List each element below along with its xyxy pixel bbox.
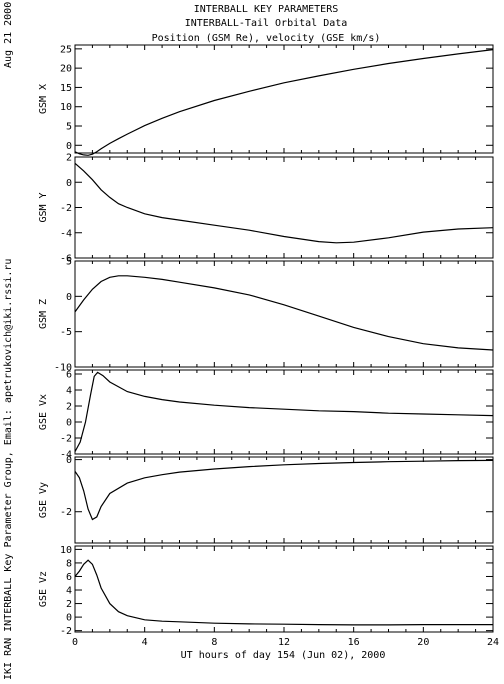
y-tick-label: 2 (66, 402, 72, 413)
y-tick-label: 10 (60, 545, 72, 556)
y-tick-label: 15 (60, 83, 72, 94)
x-tick-label: 20 (417, 637, 429, 648)
x-tick-label: 12 (278, 637, 290, 648)
y-tick-label: 0 (66, 292, 72, 303)
y-tick-label: 6 (66, 370, 72, 381)
panel-frame (74, 44, 494, 154)
side-credit: IKI RAN INTERBALL Key Parameter Group, E… (3, 259, 14, 680)
series-line-gse-vz (74, 559, 493, 626)
y-tick-label: -10 (54, 363, 72, 374)
title-line-1: INTERBALL KEY PARAMETERS (194, 4, 339, 15)
y-tick-label: -2 (60, 507, 72, 518)
panel-frame (74, 156, 494, 259)
y-axis-label: GSM X (38, 84, 49, 114)
y-axis-label: GSE Vx (38, 394, 49, 430)
y-tick-label: -2 (60, 434, 72, 445)
y-tick-label: 2 (66, 153, 72, 164)
series-line-gsm-y (74, 162, 494, 244)
panel-frame (74, 369, 494, 455)
y-tick-label: -6 (60, 254, 72, 265)
y-tick-label: 5 (66, 122, 72, 133)
y-tick-label: 8 (66, 558, 72, 569)
series-line-gse-vy (74, 459, 494, 521)
y-tick-label: -4 (60, 450, 72, 461)
title-line-3: Position (GSM Re), velocity (GSE km/s) (152, 33, 381, 44)
y-tick-label: 0 (66, 141, 72, 152)
x-tick-label: 8 (211, 637, 217, 648)
y-tick-label: 10 (60, 102, 72, 113)
y-tick-label: -2 (60, 203, 72, 214)
x-tick-label: 16 (348, 637, 360, 648)
y-tick-label: 6 (66, 572, 72, 583)
y-tick-label: 20 (60, 64, 72, 75)
series-line-gsm-x (74, 49, 494, 156)
y-tick-label: -5 (60, 327, 72, 338)
y-tick-label: 25 (60, 44, 72, 55)
x-axis-label: UT hours of day 154 (Jun 02), 2000 (181, 650, 386, 661)
x-tick-label: 0 (72, 637, 78, 648)
series-line-gse-vx (74, 371, 494, 452)
y-tick-label: 0 (66, 613, 72, 624)
panel-frame (74, 545, 494, 633)
y-tick-label: 5 (66, 257, 72, 268)
x-tick-label: 4 (142, 637, 148, 648)
y-tick-label: -2 (60, 626, 72, 637)
y-axis-label: GSM Y (38, 192, 49, 222)
y-axis-label: GSE Vz (38, 571, 49, 607)
side-date: Aug 21 2000 (3, 2, 14, 68)
x-tick-label: 24 (487, 637, 499, 648)
y-tick-label: 4 (66, 586, 72, 597)
y-axis-label: GSE Vy (38, 482, 49, 518)
y-tick-label: 0 (66, 455, 72, 466)
panel-frame (74, 456, 494, 544)
title-line-2: INTERBALL-Tail Orbital Data (185, 18, 348, 29)
y-tick-label: 0 (66, 418, 72, 429)
y-tick-label: 4 (66, 386, 72, 397)
series-line-gsm-z (74, 275, 494, 351)
y-tick-label: 2 (66, 599, 72, 610)
y-axis-label: GSM Z (38, 299, 49, 329)
y-tick-label: -4 (60, 228, 72, 239)
y-tick-label: 0 (66, 178, 72, 189)
